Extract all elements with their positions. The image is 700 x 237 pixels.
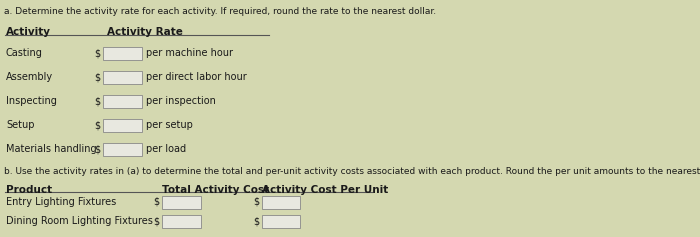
Text: $: $ [153,216,160,226]
Text: Materials handling: Materials handling [6,144,97,154]
Text: $: $ [153,197,160,207]
FancyBboxPatch shape [104,70,141,83]
Text: Total Activity Cost: Total Activity Cost [162,185,270,195]
Text: $: $ [94,144,100,154]
Text: Casting: Casting [6,48,43,58]
Text: $: $ [94,96,100,106]
Text: $: $ [94,120,100,130]
Text: per load: per load [146,144,186,154]
FancyBboxPatch shape [162,196,201,209]
Text: Assembly: Assembly [6,72,53,82]
Text: Activity: Activity [6,27,51,37]
Text: per setup: per setup [146,120,193,130]
FancyBboxPatch shape [162,214,201,228]
Text: per machine hour: per machine hour [146,48,233,58]
Text: b. Use the activity rates in (a) to determine the total and per-unit activity co: b. Use the activity rates in (a) to dete… [4,167,700,176]
Text: $: $ [253,197,259,207]
Text: Setup: Setup [6,120,34,130]
FancyBboxPatch shape [104,118,141,132]
FancyBboxPatch shape [262,214,300,228]
Text: Dining Room Lighting Fixtures: Dining Room Lighting Fixtures [6,216,153,226]
Text: per direct labor hour: per direct labor hour [146,72,247,82]
Text: $: $ [253,216,259,226]
FancyBboxPatch shape [104,46,141,59]
Text: Activity Rate: Activity Rate [107,27,183,37]
FancyBboxPatch shape [104,95,141,108]
Text: Activity Cost Per Unit: Activity Cost Per Unit [262,185,389,195]
Text: $: $ [94,72,100,82]
FancyBboxPatch shape [104,142,141,155]
Text: $: $ [94,48,100,58]
Text: Product: Product [6,185,52,195]
Text: Inspecting: Inspecting [6,96,57,106]
FancyBboxPatch shape [262,196,300,209]
Text: a. Determine the activity rate for each activity. If required, round the rate to: a. Determine the activity rate for each … [4,7,436,16]
Text: per inspection: per inspection [146,96,216,106]
Text: Entry Lighting Fixtures: Entry Lighting Fixtures [6,197,116,207]
